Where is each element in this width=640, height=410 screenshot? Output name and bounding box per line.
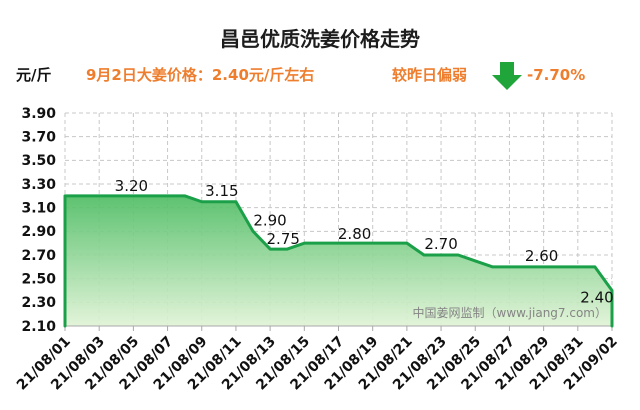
y-axis-unit: 元/斤 [16,66,52,84]
y-tick-label: 2.10 [21,319,56,335]
data-point [165,193,170,198]
data-point [216,199,221,204]
data-point [251,229,256,234]
x-axis-labels: 21/08/0121/08/0321/08/0521/08/0721/08/09… [14,334,621,394]
data-point [319,241,324,246]
data-point [456,253,461,258]
y-tick-label: 3.70 [21,130,56,146]
data-label: 2.70 [424,235,457,253]
data-point [233,199,238,204]
y-tick-label: 3.30 [21,177,56,193]
y-tick-label: 2.50 [21,272,56,288]
data-label: 2.80 [338,225,371,243]
data-point [558,264,563,269]
data-point [507,264,512,269]
y-tick-label: 3.10 [21,201,56,217]
trend-label: 较昨日偏弱 [392,66,468,84]
series-line [63,194,614,328]
y-tick-label: 3.50 [21,153,56,169]
price-note: 9月2日大姜价格：2.40元/斤左右 [86,66,315,84]
y-axis-labels: 3.90 3.70 3.50 3.30 3.10 2.90 2.70 2.50 2.30 2.10 [21,106,56,335]
data-point [592,264,597,269]
change-percent: -7.70% [527,66,586,84]
arrow-down-icon [491,60,523,91]
data-point [80,193,85,198]
data-point [421,253,426,258]
chart-title: 昌邑优质洗姜价格走势 [220,27,420,51]
data-label: 2.40 [580,289,613,307]
data-point [387,241,392,246]
watermark: 中国姜网监制（www.jiang7.com） [413,305,607,320]
area-layer [65,195,612,326]
data-point [302,241,307,246]
y-tick-label: 2.90 [21,224,56,240]
data-point [490,264,495,269]
data-point [63,193,68,198]
series-area [65,195,612,326]
data-point [404,241,409,246]
y-tick-label: 2.30 [21,295,56,311]
data-point [541,264,546,269]
data-label: 2.75 [267,230,300,248]
data-label: 3.20 [115,177,148,195]
data-point [439,253,444,258]
data-label: 2.90 [253,211,286,229]
y-tick-label: 3.90 [21,106,56,122]
line-layer [63,194,614,328]
data-point [199,199,204,204]
data-point [473,258,478,263]
y-tick-label: 2.70 [21,248,56,264]
data-point [524,264,529,269]
data-label: 3.15 [205,182,238,200]
data-point [575,264,580,269]
data-label: 2.60 [525,247,558,265]
data-point [148,193,153,198]
data-point [97,193,102,198]
data-labels: 3.20 3.15 2.902.75 2.80 2.70 2.60 2.40 [115,177,614,307]
data-point [182,193,187,198]
x-axis [64,325,613,331]
